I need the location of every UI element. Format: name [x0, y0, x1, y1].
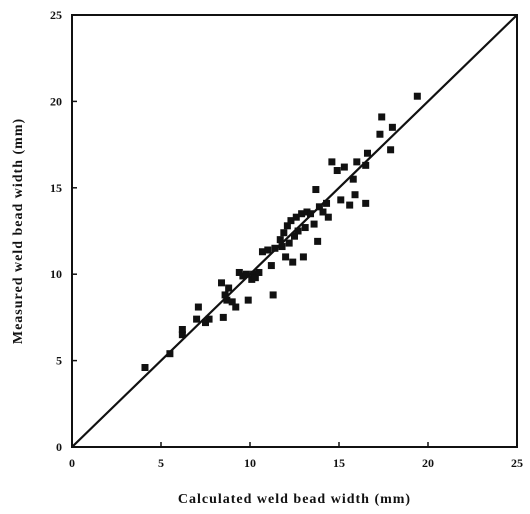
y-tick-label: 5 [56, 354, 62, 368]
data-point [242, 270, 250, 278]
axis-ticks: 0 5 10 15 20 25 0 5 10 15 20 25 [50, 8, 523, 470]
data-point [282, 253, 290, 261]
data-point [315, 203, 323, 211]
data-point [223, 296, 231, 304]
data-point [202, 319, 209, 327]
data-point [280, 229, 288, 237]
data-point [413, 92, 421, 100]
identity-line [71, 14, 518, 448]
data-point [141, 364, 149, 372]
data-point [324, 213, 332, 221]
data-point [264, 246, 272, 254]
data-point [328, 158, 336, 166]
data-point [287, 217, 295, 225]
x-tick-label: 10 [244, 456, 256, 470]
data-point [340, 163, 348, 171]
data-point [291, 232, 298, 240]
data-point [337, 196, 345, 204]
data-point [319, 208, 327, 216]
x-axis-title: Calculated weld bead width (mm) [178, 492, 411, 507]
data-point [271, 244, 279, 252]
data-point [363, 149, 371, 157]
data-point [283, 222, 291, 230]
x-tick-label: 15 [333, 456, 345, 470]
data-point [289, 258, 297, 266]
data-point [239, 272, 247, 280]
x-tick-label: 5 [158, 456, 164, 470]
data-point [362, 199, 370, 207]
data-point [307, 210, 315, 218]
data-point [351, 191, 359, 199]
data-point [221, 291, 229, 299]
data-point [387, 146, 395, 154]
data-point [166, 350, 174, 358]
data-point [378, 113, 386, 121]
data-point [310, 220, 318, 228]
y-tick-label: 20 [50, 94, 62, 108]
data-point [276, 236, 284, 244]
data-point [333, 167, 341, 175]
plot-frame [71, 14, 518, 448]
y-axis-title: Measured weld bead width (mm) [11, 118, 26, 344]
data-point [251, 274, 259, 282]
data-point [353, 158, 361, 166]
data-point [362, 161, 370, 169]
data-point [269, 291, 277, 299]
y-tick-label: 15 [50, 181, 62, 195]
data-point [267, 262, 275, 270]
data-point [278, 243, 286, 251]
y-tick-label: 0 [56, 440, 62, 454]
data-point [294, 227, 302, 235]
data-point [178, 331, 186, 339]
data-point [292, 213, 300, 221]
data-point [301, 224, 309, 232]
data-point [225, 284, 233, 292]
data-point [303, 208, 311, 216]
data-point [258, 248, 266, 256]
data-point [244, 296, 252, 304]
data-point [299, 253, 307, 261]
data-point [178, 325, 186, 333]
data-point [388, 123, 396, 131]
data-point [193, 315, 201, 323]
y-tick-label: 10 [50, 267, 62, 281]
data-point [205, 315, 213, 323]
data-points [141, 92, 421, 372]
x-tick-label: 0 [69, 456, 75, 470]
data-point [235, 268, 243, 276]
data-point [376, 130, 384, 138]
data-point [232, 303, 240, 311]
data-point [312, 186, 320, 194]
data-point [346, 201, 354, 209]
data-point [255, 268, 263, 276]
data-point [219, 313, 227, 321]
data-point [314, 237, 322, 245]
data-point [218, 279, 226, 287]
x-tick-label: 25 [511, 456, 523, 470]
data-point [248, 275, 256, 283]
data-point [349, 175, 357, 183]
data-point [228, 298, 236, 306]
data-point [298, 210, 306, 218]
data-point [285, 239, 293, 247]
y-tick-label: 25 [50, 8, 62, 22]
x-tick-label: 20 [422, 456, 434, 470]
data-point [194, 303, 202, 311]
data-point [323, 199, 331, 207]
